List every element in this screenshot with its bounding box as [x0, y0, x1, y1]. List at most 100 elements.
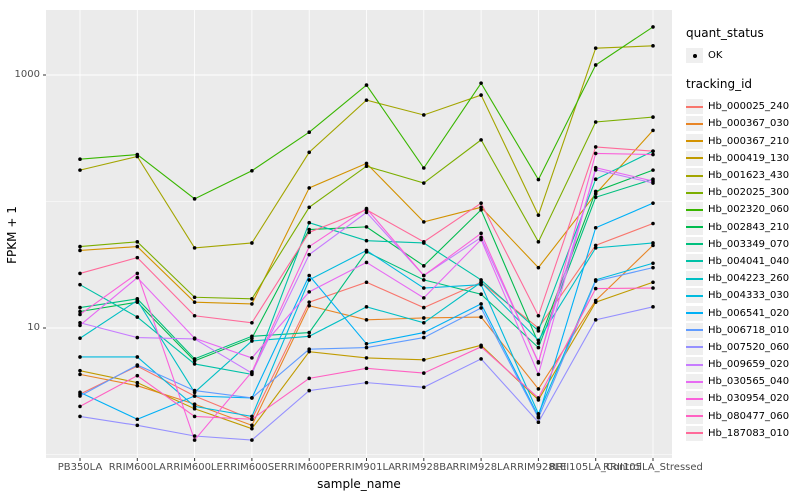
data-point [593, 120, 598, 124]
legend-item-Hb_003349_070: Hb_003349_070 [686, 236, 800, 253]
data-point [250, 241, 254, 245]
data-point [651, 115, 655, 119]
data-point [536, 396, 541, 400]
legend-item-Hb_004041_040: Hb_004041_040 [686, 253, 800, 270]
data-point [307, 349, 312, 354]
data-point [192, 357, 197, 361]
data-point [479, 207, 483, 212]
legend-item-Hb_001623_430: Hb_001623_430 [686, 167, 800, 184]
legend-item-label: Hb_004041_040 [708, 255, 790, 267]
data-point [135, 335, 140, 340]
data-point [651, 305, 655, 309]
series-line-key-icon [686, 236, 703, 252]
legend-item-Hb_002843_210: Hb_002843_210 [686, 219, 800, 236]
data-point [250, 370, 254, 374]
data-point [135, 355, 140, 359]
series-line-key-icon [686, 322, 703, 338]
data-point [250, 356, 254, 360]
data-point [307, 230, 312, 235]
legend-item-label: Hb_009659_020 [708, 359, 790, 371]
data-point [135, 417, 140, 422]
data-point [250, 334, 254, 339]
data-point [536, 213, 541, 217]
data-point [364, 210, 369, 215]
data-point [593, 63, 598, 67]
data-point [364, 98, 369, 102]
legend-item-label: Hb_003349_070 [708, 238, 790, 250]
data-point [135, 240, 140, 244]
data-point [192, 246, 197, 250]
legend-item-Hb_007520_060: Hb_007520_060 [686, 339, 800, 356]
data-point [364, 366, 369, 371]
legend-item-Hb_006541_020: Hb_006541_020 [686, 304, 800, 321]
x-tick-label: RRIM928BA [394, 462, 453, 473]
series-line-key-icon [686, 116, 703, 132]
data-point [593, 165, 598, 170]
data-point [364, 248, 369, 253]
data-point [78, 390, 82, 395]
data-point [422, 273, 426, 278]
data-point [593, 279, 598, 283]
data-point [307, 347, 312, 351]
data-point [536, 265, 541, 270]
legend-item-Hb_030565_040: Hb_030565_040 [686, 373, 800, 390]
data-point [250, 417, 254, 422]
data-point [135, 152, 140, 157]
data-point [422, 166, 426, 170]
data-point [536, 387, 541, 391]
data-point [479, 292, 483, 297]
data-point [78, 320, 82, 325]
y-axis-title: FPKM + 1 [5, 206, 19, 264]
data-point [364, 83, 369, 87]
data-point [422, 305, 426, 310]
series-line-key-icon [686, 253, 703, 269]
data-point [651, 152, 655, 157]
plot-panel [46, 10, 672, 458]
legend-item-Hb_002320_060: Hb_002320_060 [686, 201, 800, 218]
data-point [307, 205, 312, 210]
legend-item-label: Hb_030954_020 [708, 393, 790, 405]
x-tick-label: RRII105LA_Control [549, 462, 643, 473]
data-point [135, 363, 140, 367]
x-tick-label: RRII105LA_Stressed [603, 462, 703, 473]
data-point [307, 334, 312, 339]
legend-item-label: Hb_030565_040 [708, 376, 790, 388]
data-point [78, 323, 82, 328]
data-point [479, 345, 483, 349]
data-point [422, 240, 426, 244]
legend-item-Hb_000367_210: Hb_000367_210 [686, 133, 800, 150]
legend: quant_status OK tracking_id Hb_000025_24… [686, 26, 800, 442]
data-point [192, 434, 197, 438]
data-point [536, 313, 541, 318]
data-point [479, 302, 483, 306]
data-point [593, 286, 598, 291]
data-point [479, 306, 483, 310]
x-tick-label: PB350LA [57, 462, 103, 473]
legend-item-Hb_000419_130: Hb_000419_130 [686, 150, 800, 167]
data-point [192, 197, 197, 201]
data-point [250, 168, 254, 173]
data-point [135, 373, 140, 378]
data-point [364, 380, 369, 385]
data-point [593, 243, 598, 248]
x-tick-label: RRIM600LE [166, 462, 223, 473]
series-line-key-icon [686, 391, 703, 407]
data-point [307, 376, 312, 381]
x-tick-label: RRIM600SE [223, 462, 281, 473]
data-point [192, 362, 197, 366]
data-point [250, 339, 254, 343]
data-point [192, 414, 197, 419]
legend-item-label: Hb_000367_210 [708, 135, 790, 147]
data-point [135, 315, 140, 319]
data-point [593, 189, 598, 194]
legend-item-label: Hb_000025_240 [708, 101, 790, 113]
data-point [422, 220, 426, 224]
legend-item-quant-ok: OK [686, 47, 800, 64]
data-point [651, 44, 655, 48]
data-point [192, 295, 197, 300]
legend-item-label: Hb_004333_030 [708, 290, 790, 302]
data-point [593, 151, 598, 156]
data-point [422, 385, 426, 390]
data-point [479, 282, 483, 287]
data-point [307, 388, 312, 393]
